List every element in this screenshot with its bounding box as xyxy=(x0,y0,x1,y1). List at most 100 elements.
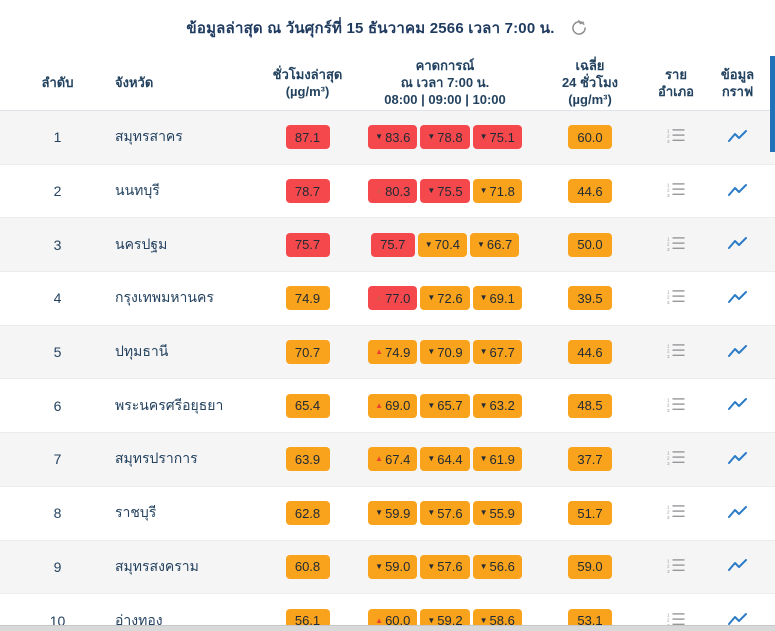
pm25-value: 55.9 xyxy=(489,505,515,521)
trend-down-icon: ▼ xyxy=(479,186,488,196)
ordered-list-icon[interactable]: 1 2 3 xyxy=(667,450,685,465)
pm25-value: 58.6 xyxy=(489,613,515,625)
graph-cell xyxy=(712,451,775,468)
table-row: 7 สมุทรปราการ 63.9 ▲ 67.4 ▼ 64.4 ▼ 61.9 37.7 … xyxy=(0,432,775,486)
pm25-value: 70.9 xyxy=(437,344,463,360)
latest-hour-cell: 56.1 xyxy=(265,608,350,625)
trend-down-icon: ▼ xyxy=(427,561,436,571)
district-list-cell: 1 2 3 xyxy=(640,397,712,415)
header-rank: ลำดับ xyxy=(41,75,74,90)
svg-text:3: 3 xyxy=(667,193,670,197)
avg-24h-cell: 50.0 xyxy=(540,232,640,257)
graph-cell xyxy=(712,129,775,146)
pm25-value: 63.9 xyxy=(294,451,321,467)
svg-text:1: 1 xyxy=(667,129,670,134)
trend-up-icon: ▲ xyxy=(375,347,384,357)
pm25-badge: ▲ 74.9 xyxy=(368,340,418,365)
refresh-icon[interactable] xyxy=(569,18,589,38)
ordered-list-icon[interactable]: 1 2 3 xyxy=(667,236,685,251)
ordered-list-icon[interactable]: 1 2 3 xyxy=(667,612,685,625)
svg-text:3: 3 xyxy=(667,139,670,143)
pm25-badge: ▼ 55.9 xyxy=(472,501,522,526)
line-chart-icon[interactable] xyxy=(727,129,748,143)
trend-up-icon: ▲ xyxy=(375,400,384,410)
svg-text:3: 3 xyxy=(667,300,670,304)
graph-cell xyxy=(712,344,775,361)
line-chart-icon[interactable] xyxy=(727,612,748,625)
header-forecast: คาดการณ์ ณ เวลา 7:00 น. 08:00 | 09:00 | … xyxy=(384,58,506,107)
line-chart-icon[interactable] xyxy=(727,236,748,250)
trend-up-icon: ▲ xyxy=(375,615,384,625)
pm25-badge: ▼ 59.0 xyxy=(368,554,418,579)
ordered-list-icon[interactable]: 1 2 3 xyxy=(667,128,685,143)
province-cell: สมุทรปราการ xyxy=(115,450,198,467)
trend-down-icon: ▼ xyxy=(427,293,436,303)
ordered-list-icon[interactable]: 1 2 3 xyxy=(667,504,685,519)
line-chart-icon[interactable] xyxy=(727,397,748,411)
svg-text:1: 1 xyxy=(667,451,670,456)
header-graph: ข้อมูล กราฟ xyxy=(720,66,755,99)
svg-text:1: 1 xyxy=(667,236,670,241)
province-cell: พระนครศรีอยุธยา xyxy=(115,396,224,413)
pm25-badge: 39.5 xyxy=(568,286,612,311)
pm25-badge: 62.8 xyxy=(285,501,330,526)
svg-text:1: 1 xyxy=(667,612,670,617)
ordered-list-icon[interactable]: 1 2 3 xyxy=(667,343,685,358)
avg-24h-cell: 39.5 xyxy=(540,286,640,311)
district-list-cell: 1 2 3 xyxy=(640,343,712,361)
pm25-value: 60.0 xyxy=(577,129,603,145)
line-chart-icon[interactable] xyxy=(727,344,748,358)
scrollbar-thumb[interactable] xyxy=(770,56,775,152)
line-chart-icon[interactable] xyxy=(727,290,748,304)
table-header: ลำดับ จังหวัด ชั่วโมงล่าสุด (µg/m³) คาดก… xyxy=(0,55,775,111)
pm25-badge: ▼ 72.6 xyxy=(420,286,470,311)
pm25-badge: 60.0 xyxy=(568,125,612,150)
svg-text:2: 2 xyxy=(667,510,670,515)
ordered-list-icon[interactable]: 1 2 3 xyxy=(667,182,685,197)
ordered-list-icon[interactable]: 1 2 3 xyxy=(667,289,685,304)
line-chart-icon[interactable] xyxy=(727,183,748,197)
province-cell: ปทุมธานี xyxy=(115,343,169,360)
province-cell: นครปฐม xyxy=(115,235,168,252)
forecast-cell: 75.7 ▼ 70.4 ▼ 66.7 xyxy=(370,232,520,257)
trend-down-icon: ▼ xyxy=(424,239,433,249)
pm25-value: 44.6 xyxy=(577,344,603,360)
avg-24h-cell: 44.6 xyxy=(540,340,640,365)
trend-down-icon: ▼ xyxy=(479,561,488,571)
district-list-cell: 1 2 3 xyxy=(640,558,712,576)
ordered-list-icon[interactable]: 1 2 3 xyxy=(667,397,685,412)
pm25-badge: ▼ 65.7 xyxy=(420,393,470,418)
line-chart-icon[interactable] xyxy=(727,558,748,572)
trend-down-icon: ▼ xyxy=(479,293,488,303)
svg-text:2: 2 xyxy=(667,188,670,193)
line-chart-icon[interactable] xyxy=(727,505,748,519)
avg-24h-cell: 60.0 xyxy=(540,125,640,150)
svg-text:2: 2 xyxy=(667,617,670,622)
district-list-cell: 1 2 3 xyxy=(640,236,712,254)
pm25-value: 44.6 xyxy=(577,183,603,199)
pm25-badge: ▼ 67.7 xyxy=(472,340,522,365)
pm25-badge: ▼ 57.6 xyxy=(420,554,470,579)
rank-cell: 8 xyxy=(53,505,62,522)
svg-text:3: 3 xyxy=(667,515,670,519)
svg-text:3: 3 xyxy=(667,622,670,625)
svg-text:3: 3 xyxy=(667,461,670,465)
line-chart-icon[interactable] xyxy=(727,451,748,465)
forecast-cell: ▼ 83.6 ▼ 78.8 ▼ 75.1 xyxy=(368,125,522,150)
pm25-value: 87.1 xyxy=(294,129,321,145)
rank-cell: 7 xyxy=(53,451,62,468)
pm25-badge: 75.7 xyxy=(370,232,415,257)
trend-down-icon: ▼ xyxy=(479,454,488,464)
pm25-value: 75.1 xyxy=(489,129,515,145)
pm25-badge: ▲ 77.0 xyxy=(368,286,418,311)
svg-text:3: 3 xyxy=(667,354,670,358)
latest-hour-cell: 60.8 xyxy=(265,554,350,579)
latest-hour-cell: 70.7 xyxy=(265,340,350,365)
pm25-badge: ▼ 75.1 xyxy=(472,125,522,150)
district-list-cell: 1 2 3 xyxy=(640,182,712,200)
pm25-badge: ▼ 64.4 xyxy=(420,447,470,472)
bottom-strip xyxy=(0,625,775,631)
svg-text:1: 1 xyxy=(667,343,670,348)
avg-24h-cell: 48.5 xyxy=(540,393,640,418)
ordered-list-icon[interactable]: 1 2 3 xyxy=(667,558,685,573)
